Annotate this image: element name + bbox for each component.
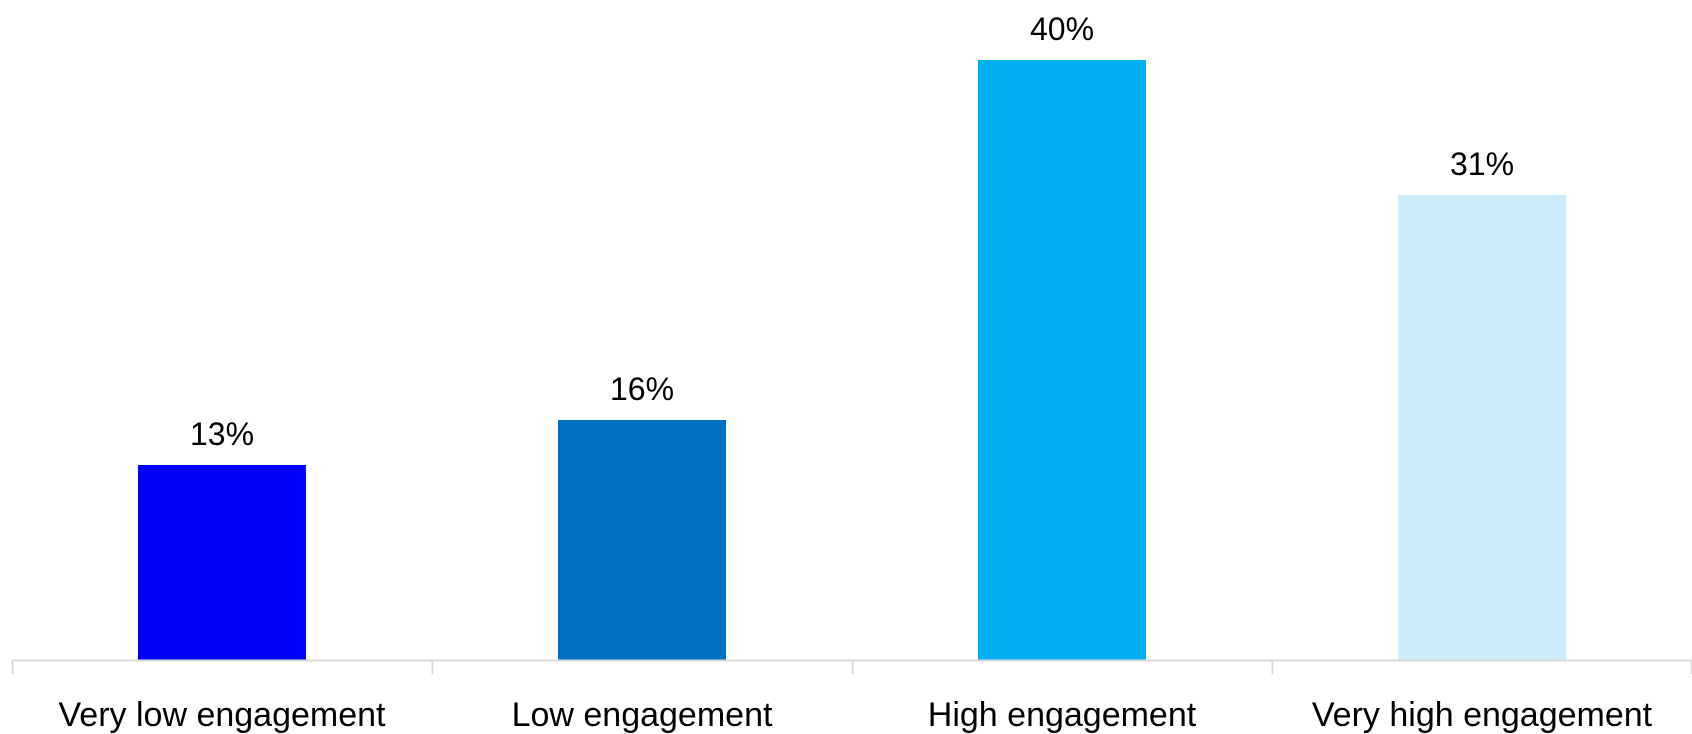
data-label-very-high-engagement: 31% (1450, 146, 1514, 182)
x-tick-label-very-high-engagement: Very high engagement (1312, 696, 1653, 734)
bar-very-low-engagement (138, 465, 306, 660)
data-label-very-low-engagement: 13% (190, 416, 254, 452)
x-tick-label-low-engagement: Low engagement (512, 696, 773, 734)
bar-high-engagement (978, 60, 1146, 660)
data-label-high-engagement: 40% (1030, 11, 1094, 47)
bar-low-engagement (558, 420, 726, 660)
bar-very-high-engagement (1398, 195, 1566, 660)
data-label-low-engagement: 16% (610, 371, 674, 407)
labels-group: 13% Very low engagement 16% Low engagement 4… (59, 11, 1653, 734)
bars-group (138, 60, 1566, 660)
x-axis (11, 659, 1692, 674)
x-tick-label-very-low-engagement: Very low engagement (59, 696, 387, 734)
x-tick-label-high-engagement: High engagement (928, 696, 1197, 734)
